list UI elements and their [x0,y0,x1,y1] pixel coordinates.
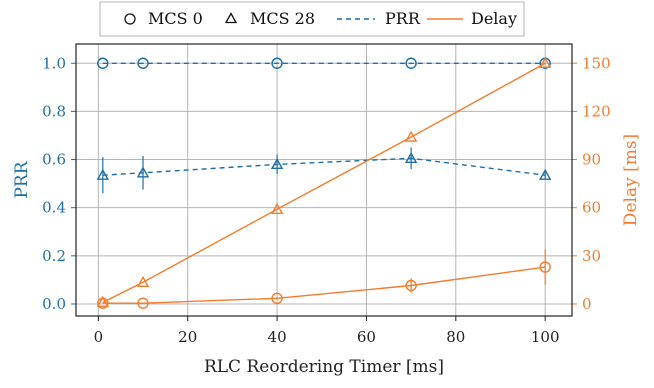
grid [76,44,572,316]
right-tick-label: 30 [582,247,601,265]
data-point-prr-mcs0 [405,57,417,69]
legend-label-mcs28: MCS 28 [250,9,315,28]
series-delay-mcs0 [97,249,551,309]
data-point-prr-mcs28 [270,157,284,170]
series-line-delay-mcs0 [102,266,546,304]
legend-label-delay: Delay [471,9,517,28]
x-tick-label: 80 [446,328,465,346]
x-tick-label: 0 [94,328,104,346]
data-point-prr-mcs28 [404,151,418,164]
data-point-prr-mcs0 [137,57,149,69]
data-point-delay-mcs28 [404,130,418,142]
x-tick-label: 100 [531,328,560,346]
data-point-delay-mcs0 [137,297,149,309]
data-point-delay-mcs28 [538,56,552,68]
data-point-prr-mcs28 [136,166,150,178]
data-point-prr-mcs28 [538,168,552,180]
legend-triangle-marker-icon [224,12,238,24]
left-tick-label: 0.8 [42,102,66,120]
series-line-delay-mcs28 [102,62,546,304]
series-layer [96,56,552,309]
right-tick-label: 120 [582,102,611,120]
data-point-delay-mcs0 [405,279,417,292]
x-tick-label: 20 [178,328,197,346]
data-point-delay-mcs28 [136,275,150,288]
left-tick-label: 0.4 [42,199,66,217]
x-tick-label: 60 [357,328,376,346]
legend-label-prr: PRR [385,9,421,28]
left-tick-label: 1.0 [42,54,66,72]
legend-label-mcs0: MCS 0 [148,9,203,28]
right-tick-label: 60 [582,199,601,217]
data-point-prr-mcs28 [96,168,110,180]
series-prr-mcs28 [96,147,552,194]
legend: MCS 0 MCS 28 PRR Delay [99,1,525,37]
left-tick-label: 0.2 [42,247,66,265]
data-point-delay-mcs0 [539,261,551,273]
x-tick-label: 40 [268,328,287,346]
right-tick-label: 90 [582,151,601,169]
series-line-prr-mcs28 [102,157,546,176]
data-point-delay-mcs0 [271,292,283,305]
right-tick-label: 150 [582,54,611,72]
legend-circle-marker-icon [124,13,136,25]
data-point-delay-mcs28 [96,295,110,308]
right-tick-label: 0 [582,295,592,313]
right-axis-label: Delay [ms] [621,134,641,226]
data-point-delay-mcs28 [270,202,284,214]
series-delay-mcs28 [96,56,552,308]
axis-ticks: 0 20 40 60 80 100 0.0 0.2 0.4 0.6 0.8 1.0 0 30 60 90 120… [42,54,611,346]
left-axis-label: PRR [12,160,32,198]
data-point-prr-mcs0 [271,57,283,69]
plot-frame [75,43,573,317]
left-tick-label: 0.0 [42,295,66,313]
left-tick-label: 0.6 [42,151,66,169]
x-axis-label: RLC Reordering Timer [ms] [204,357,444,377]
data-point-prr-mcs0 [97,57,109,69]
